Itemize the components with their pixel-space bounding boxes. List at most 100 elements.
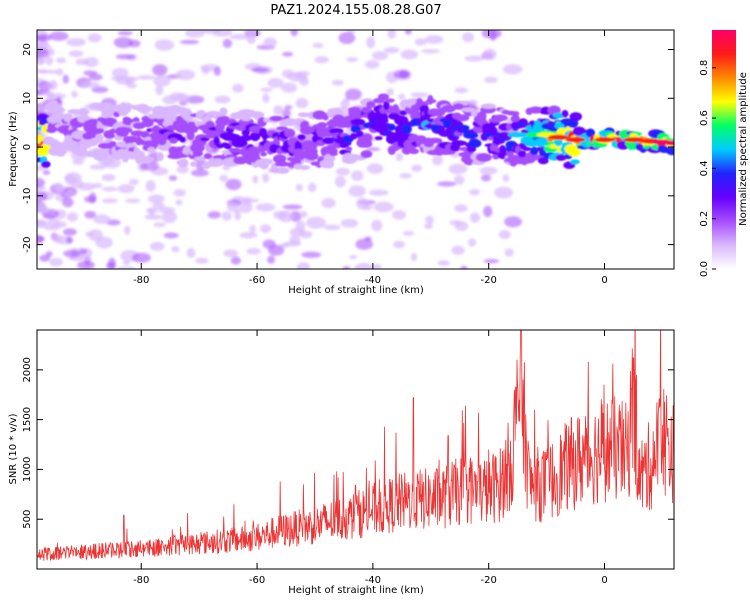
heatmap-band-cell: [184, 112, 192, 118]
heatmap-noise-cell: [101, 173, 116, 182]
heatmap-noise-cell: [66, 37, 86, 47]
heatmap-noise-cell: [201, 66, 210, 75]
heatmap-noise-cell: [432, 155, 443, 166]
heatmap-noise-cell: [453, 175, 465, 185]
heatmap-band-cell: [203, 153, 213, 160]
heatmap-noise-cell: [152, 64, 168, 76]
y-tick-label: 2000: [22, 357, 33, 382]
heatmap-band-cell: [297, 134, 306, 140]
heatmap-noise-cell: [331, 79, 344, 86]
heatmap-noise-cell: [145, 180, 156, 192]
heatmap-noise-cell: [260, 224, 272, 233]
figure-title: PAZ1.2024.155.08.28.G07: [270, 3, 441, 18]
snr-x-ticks: -80 -60 -40 -20 0: [133, 330, 608, 586]
heatmap-noise-cell: [299, 210, 308, 218]
heatmap-ridge-cell: [623, 137, 644, 143]
heatmap-noise-cell: [494, 186, 514, 199]
heatmap-noise-cell: [66, 212, 79, 222]
heatmap-noise-cell: [230, 256, 241, 265]
heatmap-band-cell: [360, 150, 373, 159]
heatmap-band-cell: [342, 122, 353, 128]
heatmap-band-cell: [570, 159, 580, 165]
heatmap-band-cell: [410, 111, 423, 121]
heatmap-noise-cell: [366, 36, 376, 49]
heatmap-noise-cell: [399, 173, 412, 179]
heatmap-noise-cell: [424, 223, 433, 230]
heatmap-noise-cell: [469, 99, 478, 107]
heatmap-band-cell: [63, 113, 73, 123]
heatmap-noise-cell: [101, 186, 118, 192]
heatmap-band-cell: [349, 133, 358, 140]
heatmap-noise-cell: [448, 163, 468, 175]
x-tick-label: -20: [481, 575, 497, 586]
heatmap-noise-cell: [482, 48, 497, 61]
heatmap-band-cell: [329, 148, 338, 154]
heatmap-noise-cell: [342, 266, 351, 269]
heatmap-noise-cell: [56, 221, 67, 228]
heatmap-noise-cell: [262, 173, 270, 183]
heatmap-noise-cell: [48, 80, 58, 91]
heatmap-band-cell: [428, 137, 443, 144]
heatmap-noise-cell: [263, 37, 278, 48]
heatmap-band-cell: [138, 155, 151, 164]
heatmap-band-cell: [53, 107, 65, 113]
heatmap-noise-cell: [79, 249, 88, 255]
y-tick-label: -20: [22, 236, 33, 252]
heatmap-noise-cell: [273, 105, 284, 115]
heatmap-noise-cell: [246, 34, 256, 44]
heatmap-noise-cell: [62, 197, 74, 208]
heatmap-noise-cell: [356, 197, 369, 210]
heatmap-noise-cell: [312, 42, 324, 48]
heatmap-noise-cell: [371, 51, 389, 61]
heatmap-noise-cell: [260, 87, 273, 92]
heatmap-noise-cell: [117, 31, 133, 36]
heatmap-noise-cell: [93, 214, 111, 224]
heatmap-noise-cell: [154, 39, 175, 51]
heatmap-noise-cell: [469, 212, 481, 223]
heatmap-band-cell: [96, 153, 106, 162]
heatmap-noise-cell: [150, 241, 165, 251]
heatmap-noise-cell: [393, 240, 405, 249]
heatmap-noise-cell: [454, 87, 469, 94]
heatmap-noise-cell: [176, 165, 189, 174]
heatmap-noise-cell: [480, 174, 492, 182]
heatmap-band-cell: [213, 136, 220, 146]
heatmap-band-cell: [104, 133, 116, 139]
heatmap-band-cell: [215, 118, 225, 126]
y-tick-label: 1500: [22, 407, 33, 432]
x-tick-label: -60: [249, 275, 265, 286]
heatmap-noise-cell: [64, 190, 74, 197]
heatmap-band-cell: [366, 101, 376, 109]
heatmap-band-cell: [480, 103, 497, 109]
heatmap-band-cell: [131, 150, 146, 158]
heatmap-noise-cell: [115, 53, 136, 60]
snr-frame: [36, 329, 675, 570]
heatmap-band-cell: [144, 106, 153, 111]
heatmap-noise-cell: [278, 210, 294, 223]
heatmap-noise-cell: [64, 172, 82, 184]
heatmap-band-cell: [156, 152, 164, 162]
heatmap-noise-cell: [498, 229, 511, 240]
heatmap-noise-cell: [335, 167, 351, 176]
heatmap-noise-cell: [103, 156, 121, 169]
heatmap-band-cell: [190, 161, 197, 167]
heatmap-band-cell: [490, 126, 498, 136]
heatmap-band-cell: [512, 111, 520, 116]
heatmap-noise-cell: [484, 76, 498, 84]
heatmap-noise-cell: [219, 174, 228, 182]
heatmap-noise-cell: [437, 260, 450, 266]
heatmap-band-cell: [475, 153, 492, 162]
heatmap-noise-cell: [195, 257, 209, 264]
colorbar-tick-label: 0.2: [699, 211, 710, 227]
heatmap-noise-cell: [88, 73, 103, 81]
heatmap-noise-cell: [221, 211, 232, 221]
heatmap-band-cell: [169, 137, 178, 144]
heatmap-noise-cell: [185, 30, 205, 38]
heatmap-noise-cell: [68, 50, 84, 57]
heatmap-noise-cell: [502, 64, 523, 75]
heatmap-noise-cell: [314, 56, 329, 64]
heatmap-noise-cell: [262, 93, 270, 104]
heatmap-band-cell: [510, 114, 520, 124]
heatmap-noise-cell: [101, 198, 118, 204]
